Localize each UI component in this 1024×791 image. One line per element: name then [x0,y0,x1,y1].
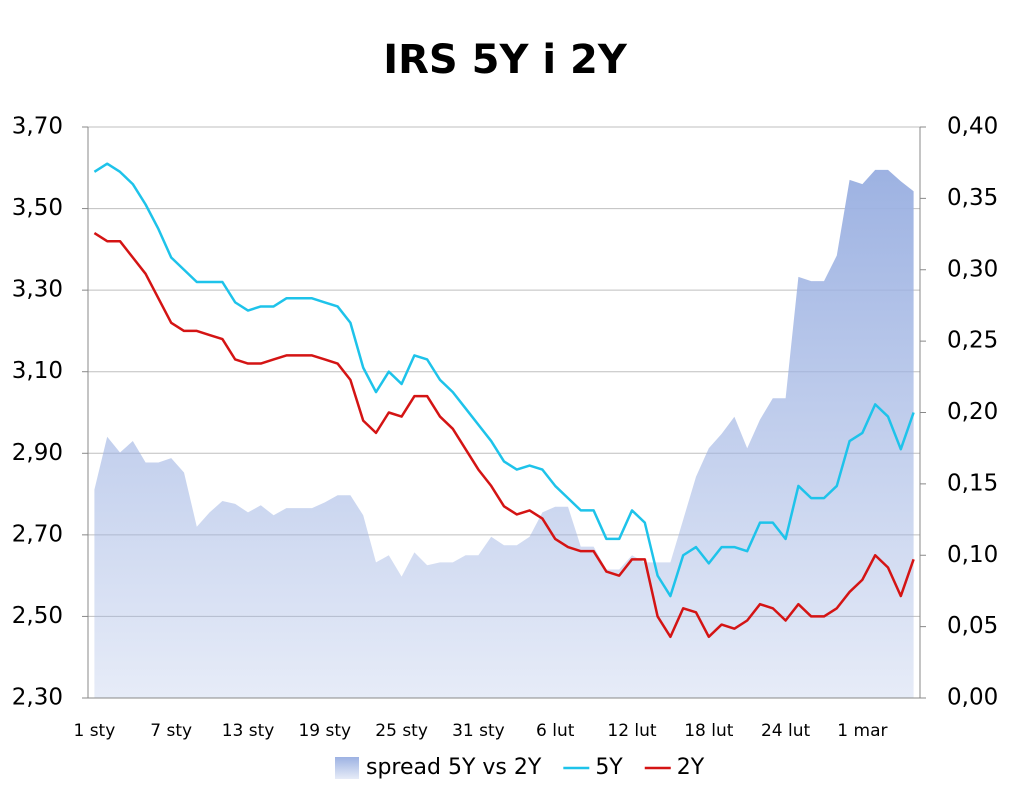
legend-label: spread 5Y vs 2Y [366,755,542,780]
x-tick-label: 1 sty [73,721,115,741]
chart-title: IRS 5Y i 2Y [383,37,628,83]
y-tick-label: 2,30 [12,685,63,711]
x-tick-label: 12 lut [607,721,657,741]
y-tick-label: 2,50 [12,603,63,629]
y2-tick-label: 0,10 [947,542,998,568]
y2-tick-label: 0,15 [947,470,998,496]
legend-label: 5Y [595,755,623,780]
y-tick-label: 3,70 [12,114,63,140]
y2-tick-label: 0,30 [947,256,998,282]
y2-tick-label: 0,00 [947,685,998,711]
series-line [93,231,915,639]
y-tick-label: 3,50 [12,195,63,221]
legend-label: 2Y [677,755,705,780]
x-tick-label: 7 sty [150,721,192,741]
x-tick-label: 13 sty [222,721,275,741]
spread-area [94,169,914,698]
y2-tick-label: 0,40 [947,114,998,140]
x-tick-label: 19 sty [298,721,351,741]
y-tick-label: 2,70 [12,521,63,547]
x-tick-label: 1 mar [837,721,887,741]
y2-tick-label: 0,25 [947,328,998,354]
x-tick-label: 24 lut [761,721,811,741]
y-tick-label: 3,30 [12,277,63,303]
x-tick-label: 18 lut [684,721,734,741]
y2-tick-label: 0,20 [947,399,998,425]
y2-tick-label: 0,35 [947,185,998,211]
y-tick-label: 2,90 [12,440,63,466]
x-tick-label: 25 sty [375,721,428,741]
y2-tick-label: 0,05 [947,613,998,639]
y-tick-label: 3,10 [12,358,63,384]
legend-swatch [335,757,359,779]
x-tick-label: 6 lut [536,721,575,741]
x-tick-label: 31 sty [452,721,505,741]
series-line [93,162,915,598]
